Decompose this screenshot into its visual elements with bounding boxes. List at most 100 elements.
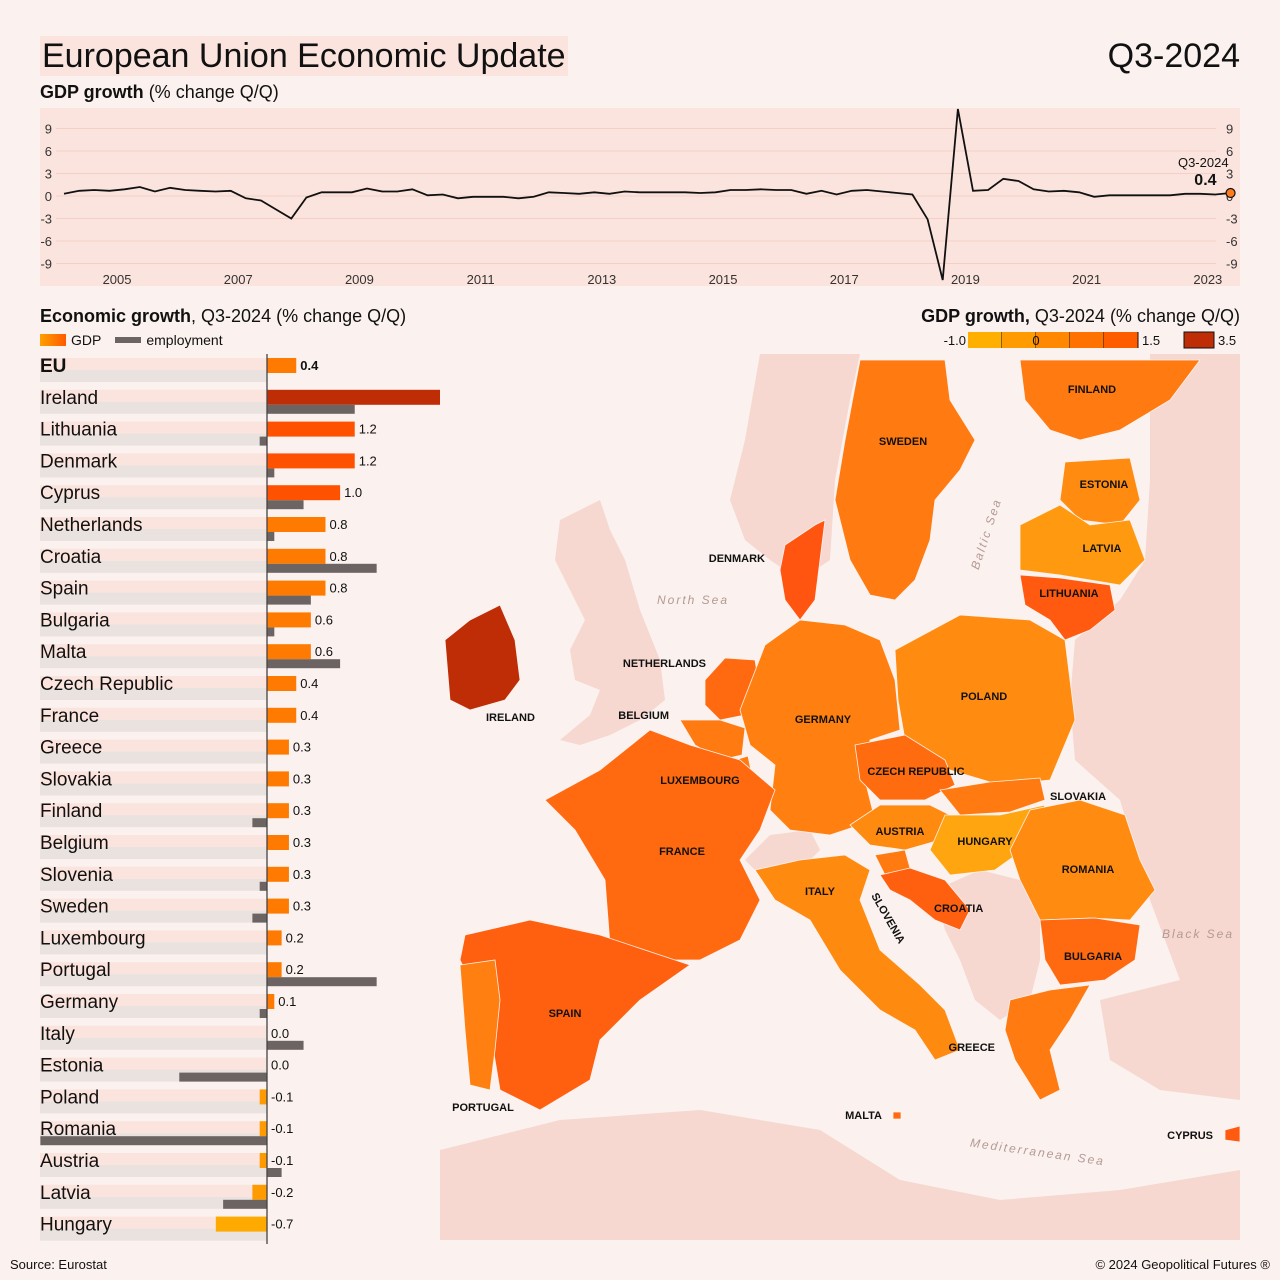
latest-point-value: 0.4 (1194, 172, 1216, 189)
bar-row: Romania -0.1 (40, 1119, 293, 1146)
gdp-bar (267, 485, 341, 501)
line-chart-x-tick: 2023 (1193, 272, 1222, 287)
gdp-value-label: 0.3 (293, 771, 311, 786)
gdp-legend-swatch (40, 334, 66, 346)
line-chart-y-tick-right: 6 (1226, 144, 1233, 159)
scale-segment (1104, 332, 1138, 348)
country-label-czech-republic: CZECH REPUBLIC (867, 766, 964, 778)
country-belgium (679, 719, 746, 761)
bar-row: Spain 0.8 (40, 579, 348, 605)
employment-bar (267, 468, 275, 478)
scale-segment (1036, 332, 1070, 348)
bar-row: Estonia 0.0 (40, 1056, 289, 1082)
row-band-bottom (40, 1165, 267, 1177)
country-label: Estonia (40, 1056, 104, 1077)
gdp-value-label: -0.1 (271, 1153, 293, 1168)
country-label: Slovenia (40, 865, 113, 886)
gdp-bar (267, 389, 440, 405)
employment-bar (267, 659, 341, 669)
gdp-value-label: 0.0 (271, 1026, 289, 1041)
country-label: Greece (40, 738, 102, 759)
country-label: Ireland (40, 388, 98, 409)
country-label: France (40, 706, 99, 727)
country-germany (739, 619, 901, 836)
country-label-latvia: LATVIA (1083, 543, 1122, 555)
row-band-bottom (40, 1196, 267, 1209)
gdp-value-label: 0.4 (300, 358, 319, 373)
row-band-top (40, 453, 267, 466)
country-label: Portugal (40, 960, 111, 981)
country-label-germany: GERMANY (795, 714, 852, 726)
row-band-top (40, 803, 267, 816)
gdp-bar (252, 1184, 267, 1200)
country-label: Croatia (40, 547, 102, 568)
gdp-value-label: 0.6 (315, 612, 333, 627)
scale-segment (1070, 332, 1104, 348)
source-note: Source: Eurostat (10, 1257, 107, 1272)
country-label: EU (40, 356, 66, 377)
employment-bar (223, 1199, 267, 1209)
employment-bar (267, 563, 377, 573)
gdp-bar (267, 771, 289, 787)
row-band-top (40, 644, 267, 657)
row-band-top (40, 389, 267, 402)
country-label: Hungary (40, 1215, 112, 1236)
row-band-top (40, 739, 267, 752)
row-band-bottom (40, 465, 267, 478)
country-denmark (779, 519, 826, 621)
employment-bar (267, 404, 355, 414)
country-label-netherlands: NETHERLANDS (623, 658, 706, 670)
country-label-cyprus: CYPRUS (1167, 1130, 1213, 1142)
bar-row: Greece 0.3 (40, 738, 311, 764)
bar-row: Portugal 0.2 (40, 960, 377, 987)
country-label: Sweden (40, 897, 109, 918)
gdp-bar (215, 1216, 267, 1232)
gdp-value-label: 1.0 (344, 485, 362, 500)
country-label: Bulgaria (40, 610, 110, 631)
country-label-bulgaria: BULGARIA (1064, 951, 1122, 963)
gdp-bar (267, 548, 326, 564)
country-lithuania (1019, 574, 1116, 641)
row-band-bottom (40, 783, 267, 796)
country-finland (1019, 359, 1201, 441)
row-band-top (40, 676, 267, 688)
sea-label: Black Sea (1162, 927, 1234, 941)
row-band-top (40, 1025, 267, 1038)
country-greece (1004, 984, 1091, 1101)
bar-row: Hungary -0.7 (40, 1215, 293, 1241)
gdp-series-line (63, 108, 1231, 281)
bar-row: Malta 0.6 (40, 642, 341, 669)
country-italy (754, 854, 961, 1061)
bar-chart-title-unit: (% change Q/Q) (276, 306, 407, 326)
row-band-bottom (40, 942, 267, 955)
employment-bar (267, 977, 377, 987)
country-label-luxembourg: LUXEMBOURG (660, 775, 739, 787)
gdp-value-label: 1.2 (359, 422, 377, 437)
bar-row: Netherlands 0.8 (40, 515, 348, 541)
scale-segment-max (1183, 331, 1215, 349)
row-band-bottom (40, 560, 267, 573)
gdp-value-label: 0.2 (286, 930, 304, 945)
gdp-bar (267, 707, 297, 723)
country-label: Netherlands (40, 515, 142, 536)
gdp-value-label: 0.8 (329, 549, 347, 564)
employment-bar (267, 627, 275, 637)
row-band-bottom (40, 624, 267, 637)
latest-point-marker (1225, 187, 1236, 199)
country-label: Romania (40, 1119, 116, 1140)
country-malta (892, 1111, 902, 1120)
employment-bar (267, 1040, 304, 1050)
line-chart-y-tick-left: 0 (45, 189, 52, 204)
row-band-bottom (40, 370, 267, 382)
map-title-bold: GDP growth, (921, 306, 1030, 326)
sea-label: North Sea (657, 593, 729, 607)
country-label-slovakia: SLOVAKIA (1050, 791, 1106, 803)
line-chart-y-tick-left: -3 (40, 212, 52, 227)
employment-bar (267, 1168, 282, 1177)
bar-row: Slovenia 0.3 (40, 865, 311, 891)
row-band-top (40, 898, 267, 911)
gdp-line-chart: 99663300-3-3-6-6-9-920052007200920112013… (40, 108, 1240, 287)
row-band-top (40, 580, 267, 593)
country-label: Slovakia (40, 769, 112, 790)
line-chart-y-tick-right: 9 (1226, 122, 1233, 137)
